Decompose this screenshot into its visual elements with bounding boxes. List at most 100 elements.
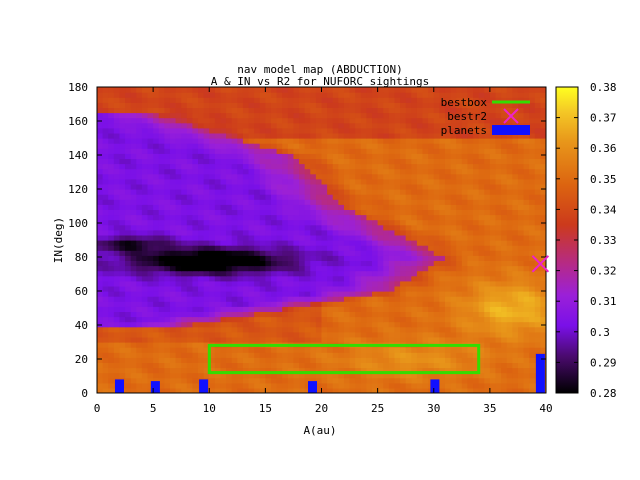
heatmap-cell xyxy=(467,219,474,226)
heatmap-cell xyxy=(209,301,216,307)
heatmap-cell xyxy=(158,183,165,190)
heatmap-cell xyxy=(203,321,210,328)
heatmap-cell xyxy=(175,127,182,134)
heatmap-cell xyxy=(360,291,367,297)
heatmap-cell xyxy=(231,331,238,338)
heatmap-cell xyxy=(175,316,182,323)
heatmap-cell xyxy=(136,296,143,302)
heatmap-cell xyxy=(360,204,367,210)
heatmap-cell xyxy=(473,347,480,353)
heatmap-cell xyxy=(169,173,177,180)
heatmap-cell xyxy=(276,265,283,272)
heatmap-cell xyxy=(512,387,519,393)
heatmap-cell xyxy=(169,321,177,328)
heatmap-cell xyxy=(405,204,412,210)
heatmap-cell xyxy=(231,326,238,333)
heatmap-cell xyxy=(97,326,104,333)
heatmap-cell xyxy=(237,306,244,312)
heatmap-cell xyxy=(102,122,109,129)
heatmap-cell xyxy=(113,168,121,175)
heatmap-cell xyxy=(383,250,390,256)
heatmap-cell xyxy=(293,97,300,103)
heatmap-cell xyxy=(265,245,272,251)
heatmap-cell xyxy=(287,122,295,129)
heatmap-cell xyxy=(512,280,519,287)
heatmap-cell xyxy=(265,285,272,292)
heatmap-cell xyxy=(136,311,143,318)
heatmap-cell xyxy=(310,214,317,221)
heatmap-cell xyxy=(332,214,339,221)
heatmap-cell xyxy=(102,112,109,119)
heatmap-cell xyxy=(175,387,182,393)
heatmap-cell xyxy=(282,347,289,353)
heatmap-cell xyxy=(489,280,497,287)
heatmap-cell xyxy=(338,234,345,241)
heatmap-cell xyxy=(181,245,188,251)
heatmap-cell xyxy=(141,357,149,363)
heatmap-cell xyxy=(400,372,407,379)
heatmap-cell xyxy=(108,316,115,323)
heatmap-cell xyxy=(489,234,497,241)
heatmap-cell xyxy=(405,255,412,261)
heatmap-cell xyxy=(293,92,300,98)
heatmap-cell xyxy=(327,296,334,302)
heatmap-cell xyxy=(299,209,306,216)
heatmap-cell xyxy=(332,138,339,144)
heatmap-cell xyxy=(501,143,508,149)
heatmap-cell xyxy=(416,163,424,170)
heatmap-cell xyxy=(501,168,508,175)
heatmap-cell xyxy=(360,352,367,358)
heatmap-cell xyxy=(495,321,502,328)
heatmap-cell xyxy=(400,204,407,210)
heatmap-cell xyxy=(394,326,401,333)
heatmap-cell xyxy=(181,240,188,246)
heatmap-cell xyxy=(209,347,216,353)
heatmap-cell xyxy=(506,311,513,318)
heatmap-cell xyxy=(444,153,452,159)
heatmap-cell xyxy=(299,265,306,272)
heatmap-cell xyxy=(237,301,244,307)
heatmap-cell xyxy=(203,316,210,323)
heatmap-cell xyxy=(484,275,491,282)
heatmap-cell xyxy=(153,270,160,277)
heatmap-cell xyxy=(248,291,255,297)
colorbar-tick-label: 0.34 xyxy=(590,203,617,216)
heatmap-cell xyxy=(360,275,367,282)
heatmap-cell xyxy=(125,102,132,108)
heatmap-cell xyxy=(130,311,137,318)
heatmap-cell xyxy=(158,372,165,379)
heatmap-cell xyxy=(287,240,295,246)
heatmap-cell xyxy=(411,326,418,333)
heatmap-cell xyxy=(321,296,328,302)
heatmap-cell xyxy=(175,336,182,343)
heatmap-cell xyxy=(372,107,379,114)
heatmap-cell xyxy=(512,377,519,384)
heatmap-cell xyxy=(523,199,530,205)
heatmap-cell xyxy=(97,316,104,323)
heatmap-cell xyxy=(523,117,530,124)
heatmap-cell xyxy=(237,138,244,144)
heatmap-cell xyxy=(141,168,149,175)
heatmap-cell xyxy=(141,112,149,119)
heatmap-cell xyxy=(315,240,323,246)
heatmap-cell xyxy=(484,301,491,307)
heatmap-cell xyxy=(169,362,177,369)
heatmap-cell xyxy=(461,240,469,246)
heatmap-cell xyxy=(372,357,379,363)
heatmap-cell xyxy=(220,352,227,358)
heatmap-cell xyxy=(388,336,396,343)
heatmap-cell xyxy=(366,270,373,277)
heatmap-cell xyxy=(343,138,351,144)
heatmap-cell xyxy=(355,112,362,119)
heatmap-cell xyxy=(529,387,536,393)
heatmap-cell xyxy=(377,189,384,195)
heatmap-cell xyxy=(113,199,121,205)
heatmap-cell xyxy=(388,372,396,379)
heatmap-cell xyxy=(231,163,238,170)
heatmap-cell xyxy=(315,138,323,144)
heatmap-cell xyxy=(428,321,435,328)
heatmap-cell xyxy=(327,362,334,369)
heatmap-cell xyxy=(186,280,194,287)
heatmap-cell xyxy=(540,301,546,307)
heatmap-cell xyxy=(450,367,457,374)
